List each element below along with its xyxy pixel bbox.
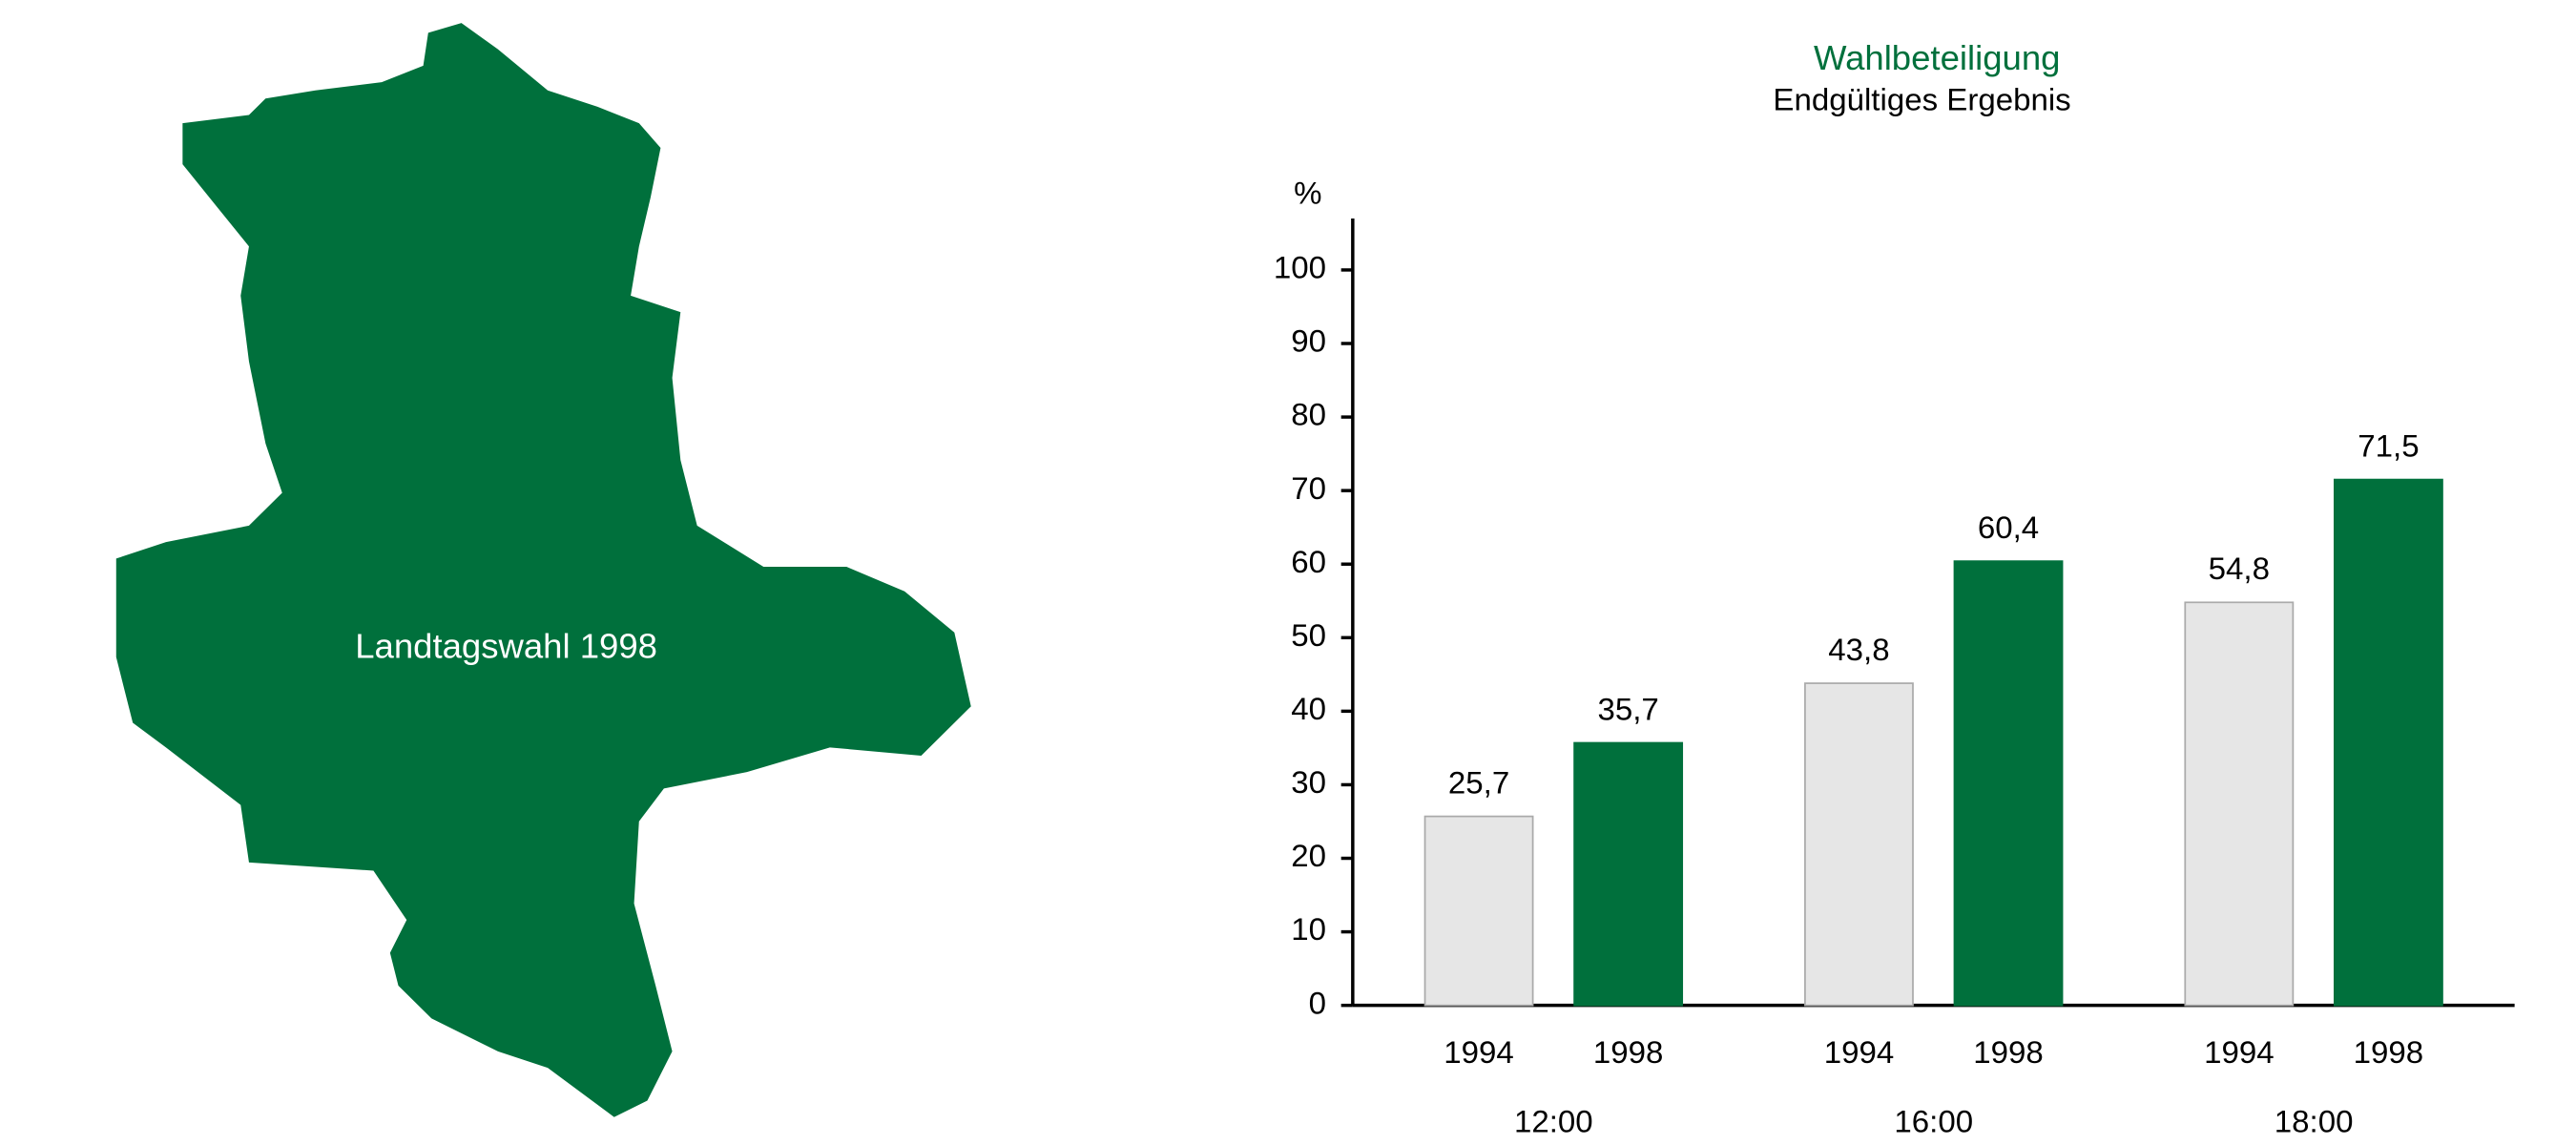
- series-label: 1994: [1444, 1034, 1514, 1070]
- bar: [1573, 741, 1684, 1007]
- bar: [1804, 682, 1914, 1007]
- x-category-label: 16:00: [1894, 1103, 1973, 1138]
- y-tick-label: 10: [1291, 911, 1326, 947]
- value-label: 60,4: [1978, 510, 2039, 545]
- y-tick-label: 50: [1291, 617, 1326, 653]
- y-tick-label: 40: [1291, 691, 1326, 726]
- bar: [1953, 560, 2064, 1007]
- value-label: 25,7: [1448, 765, 1509, 801]
- bar: [2184, 601, 2295, 1007]
- y-tick-label: 100: [1274, 250, 1326, 285]
- y-tick-label: 60: [1291, 544, 1326, 579]
- value-label: 54,8: [2209, 551, 2270, 586]
- series-label: 1998: [1973, 1034, 2044, 1070]
- chart-subtitle: Endgültiges Ergebnis: [1773, 82, 2070, 117]
- y-tick-label: 20: [1291, 838, 1326, 873]
- y-tick-label: 0: [1309, 985, 1326, 1020]
- y-tick-label: 70: [1291, 470, 1326, 506]
- y-axis-label: %: [1294, 176, 1321, 211]
- series-label: 1994: [1824, 1034, 1895, 1070]
- bar: [1423, 815, 1534, 1007]
- chart-title: Wahlbeteiligung: [1814, 38, 2060, 77]
- x-category-label: 18:00: [2275, 1103, 2354, 1138]
- y-tick-label: 80: [1291, 397, 1326, 432]
- x-category-label: 12:00: [1514, 1103, 1593, 1138]
- value-label: 35,7: [1597, 692, 1658, 727]
- y-tick-label: 30: [1291, 764, 1326, 800]
- value-label: 43,8: [1828, 632, 1889, 667]
- series-label: 1998: [1593, 1034, 1664, 1070]
- map-label: Landtagswahl 1998: [355, 627, 657, 666]
- map-shape: [115, 23, 971, 1117]
- bar: [2334, 478, 2443, 1007]
- series-label: 1998: [2354, 1034, 2424, 1070]
- value-label: 71,5: [2358, 428, 2419, 464]
- y-tick-label: 90: [1291, 323, 1326, 359]
- series-label: 1994: [2204, 1034, 2275, 1070]
